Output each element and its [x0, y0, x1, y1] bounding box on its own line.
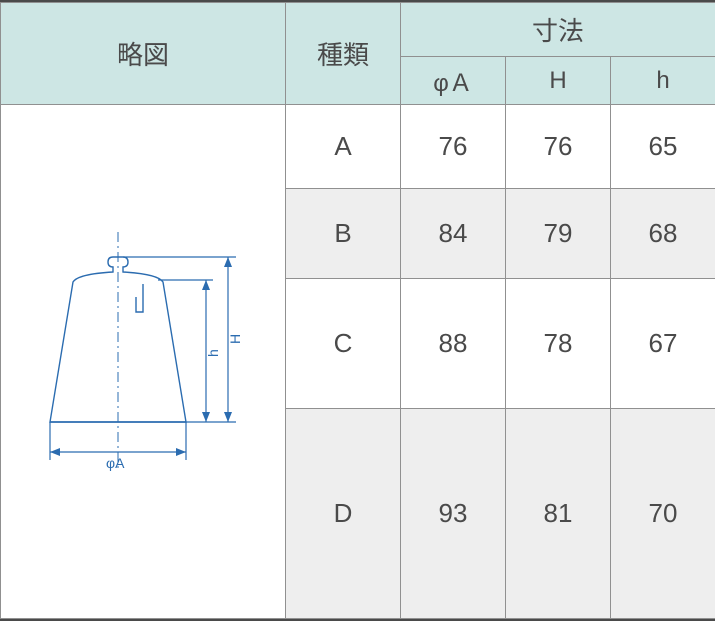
header-row-1: 略図 種類 寸法 [1, 3, 715, 57]
header-diagram: 略図 [1, 3, 286, 105]
header-phi-a: φＡ [401, 57, 506, 105]
cell-H: 81 [506, 409, 611, 619]
dim-label-phiA: φA [106, 455, 125, 471]
cell-H: 78 [506, 279, 611, 409]
cell-h: 68 [611, 189, 715, 279]
dim-label-H: H [227, 333, 243, 343]
cell-phiA: 76 [401, 105, 506, 189]
cell-type: D [286, 409, 401, 619]
spec-table-container: 略図 種類 寸法 φＡ H h H h φA A767665B847968C88… [0, 0, 715, 621]
cell-type: B [286, 189, 401, 279]
schematic-diagram-icon: H h φA [18, 212, 268, 512]
diagram-cell: H h φA [1, 105, 286, 619]
cell-H: 76 [506, 105, 611, 189]
cell-phiA: 88 [401, 279, 506, 409]
cell-phiA: 84 [401, 189, 506, 279]
cell-h: 65 [611, 105, 715, 189]
cell-phiA: 93 [401, 409, 506, 619]
header-type: 種類 [286, 3, 401, 105]
cell-type: A [286, 105, 401, 189]
cell-H: 79 [506, 189, 611, 279]
dim-label-h: h [205, 349, 221, 357]
cell-type: C [286, 279, 401, 409]
header-h: h [611, 57, 715, 105]
table-row: H h φA A767665 [1, 105, 715, 189]
spec-table: 略図 種類 寸法 φＡ H h H h φA A767665B847968C88… [0, 2, 715, 619]
header-dimensions: 寸法 [401, 3, 715, 57]
cell-h: 67 [611, 279, 715, 409]
header-H: H [506, 57, 611, 105]
cell-h: 70 [611, 409, 715, 619]
